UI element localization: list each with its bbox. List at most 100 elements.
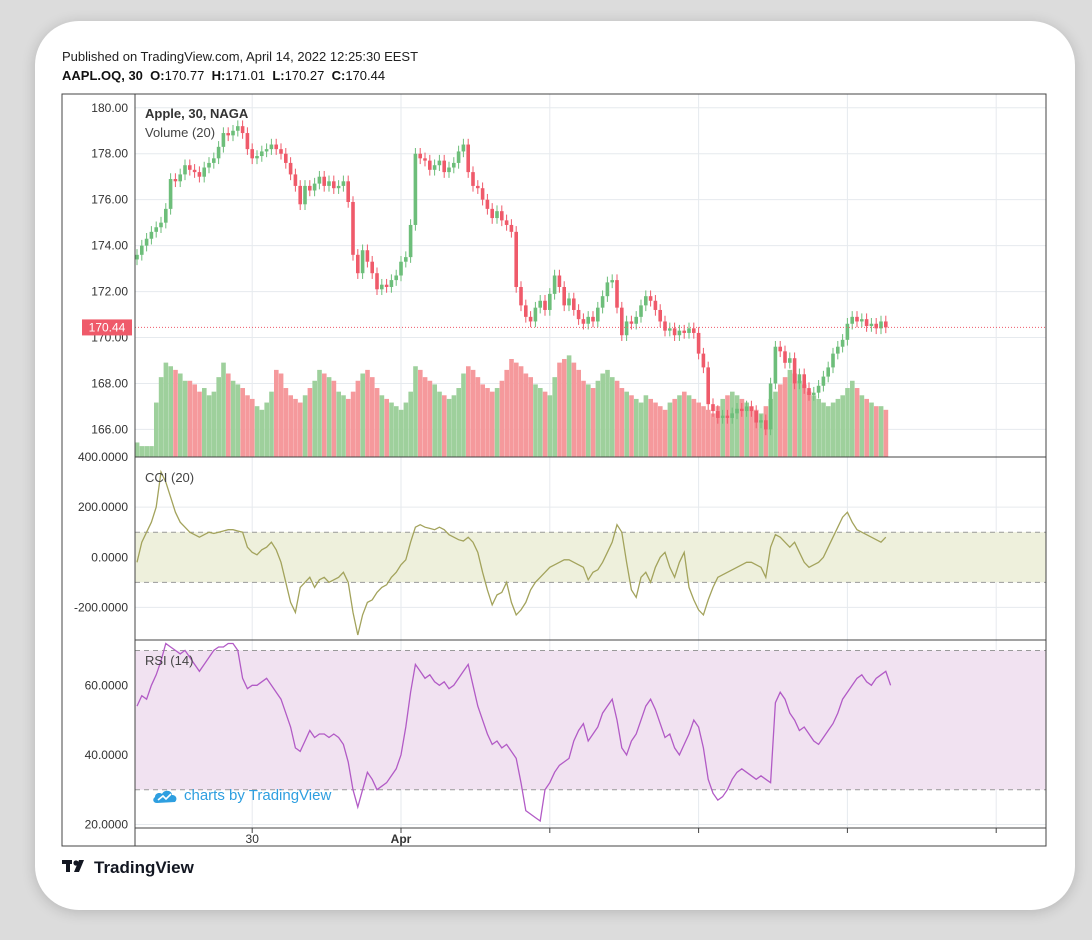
candle-body xyxy=(821,376,826,386)
candle-body xyxy=(423,158,427,161)
candle xyxy=(720,409,725,424)
candle-body xyxy=(562,286,566,306)
candle-body xyxy=(192,169,197,173)
candle xyxy=(293,168,298,192)
volume-bar xyxy=(552,377,557,457)
volume-bar xyxy=(859,395,865,457)
candle-body xyxy=(279,149,283,154)
candle-body xyxy=(183,165,187,175)
volume-bar xyxy=(869,402,874,457)
candle-body xyxy=(682,330,686,333)
candle-body xyxy=(380,284,384,290)
volume-bar xyxy=(850,380,855,457)
candle-body xyxy=(327,181,331,186)
candle xyxy=(783,345,787,369)
volume-bar xyxy=(826,406,831,457)
candle xyxy=(380,278,384,296)
volume-bar xyxy=(758,413,764,457)
price-legend: Apple, 30, NAGA xyxy=(145,106,249,121)
candle-body xyxy=(850,316,854,324)
candle xyxy=(404,251,408,268)
candle-body xyxy=(480,188,485,200)
low-label: L: xyxy=(272,68,285,83)
volume-bar xyxy=(298,402,303,457)
volume-bar xyxy=(446,398,452,457)
rsi-tick-label: 20.0000 xyxy=(85,818,129,832)
candle-body xyxy=(504,220,509,225)
volume-bar xyxy=(864,398,869,457)
candle-body xyxy=(274,144,278,150)
volume-bar xyxy=(806,391,812,457)
candle-body xyxy=(509,224,514,232)
candle-body xyxy=(260,151,264,157)
volume-bar xyxy=(730,391,735,457)
volume-bar xyxy=(456,388,461,457)
candle-body xyxy=(221,133,226,147)
volume-bar xyxy=(274,369,279,457)
candle xyxy=(586,311,590,330)
volume-bar xyxy=(173,369,178,457)
candle xyxy=(768,377,773,436)
volume-bars xyxy=(135,355,889,457)
candle-body xyxy=(360,250,365,274)
volume-bar xyxy=(187,380,193,457)
candle-body xyxy=(644,296,648,306)
candle xyxy=(572,292,576,316)
volume-bar xyxy=(250,398,255,457)
volume-bar xyxy=(634,398,639,457)
candle xyxy=(346,175,350,208)
candle-body xyxy=(533,307,538,322)
candle-body xyxy=(543,300,547,310)
candle xyxy=(576,304,581,325)
candle-body xyxy=(365,250,370,262)
candle-body xyxy=(524,305,528,317)
candle xyxy=(764,414,768,436)
candle xyxy=(821,370,826,392)
candle xyxy=(850,311,854,330)
tradingview-logo[interactable]: TradingView xyxy=(62,858,194,878)
candle xyxy=(461,138,466,158)
candle xyxy=(322,170,326,192)
candle xyxy=(418,147,422,165)
candle-body xyxy=(692,328,696,333)
candle xyxy=(360,244,365,279)
candle xyxy=(620,301,624,341)
candle xyxy=(303,180,307,211)
volume-bar xyxy=(432,384,437,457)
candle xyxy=(860,313,864,328)
candle xyxy=(389,274,394,293)
candle xyxy=(442,154,446,178)
candle xyxy=(428,154,432,176)
candle-body xyxy=(706,367,710,405)
candle-body xyxy=(744,406,749,412)
candle-body xyxy=(572,298,576,310)
volume-bar xyxy=(547,395,553,457)
legends: Apple, 30, NAGA Volume (20) CCI (20) RSI… xyxy=(145,106,249,668)
candle-body xyxy=(461,144,466,152)
candle-body xyxy=(764,420,768,430)
candle-body xyxy=(288,162,293,175)
volume-bar xyxy=(778,384,783,457)
open-value: 170.77 xyxy=(164,68,205,83)
candle xyxy=(744,400,749,417)
candle xyxy=(202,161,206,183)
candle-body xyxy=(773,346,778,384)
volume-bar xyxy=(720,398,725,457)
volume-bar xyxy=(571,362,577,457)
candle-body xyxy=(869,323,874,327)
candle xyxy=(245,127,250,155)
watermark-text: charts by TradingView xyxy=(184,787,332,804)
candle xyxy=(740,403,744,417)
volume-bar xyxy=(667,402,673,457)
last-price-label: 170.44 xyxy=(89,320,126,334)
volume-bar xyxy=(360,373,365,457)
volume-bar xyxy=(168,366,173,457)
candle xyxy=(778,340,782,358)
candle xyxy=(480,182,485,206)
volume-bar xyxy=(442,395,447,457)
price-tick-label: 166.00 xyxy=(91,422,128,436)
ohlc-header: AAPL.OQ, 30 O:170.77 H:171.01 L:170.27 C… xyxy=(62,68,385,83)
candle-body xyxy=(404,257,408,262)
watermark[interactable]: charts by TradingView xyxy=(152,787,331,804)
